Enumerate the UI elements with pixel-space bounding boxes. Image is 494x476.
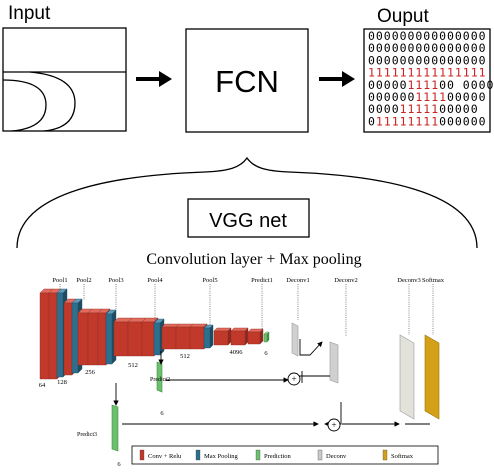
- fcn-label: FCN: [215, 64, 279, 99]
- svg-text:+: +: [291, 374, 296, 384]
- arrow-input-to-fcn: [136, 71, 172, 87]
- matrix-row: 00001111100000: [368, 102, 478, 116]
- fc-block-2: [230, 327, 249, 346]
- vgg-subtitle: Convolution layer + Max pooling: [146, 251, 361, 268]
- prediction-swatch: [255, 449, 261, 461]
- conv-relu-swatch: [139, 449, 145, 461]
- matrix-row: 000000000000000: [368, 41, 486, 55]
- matrix-row: 000000000000000: [368, 53, 486, 67]
- max-pooling-swatch: [195, 449, 201, 461]
- fc-block-3: [247, 328, 264, 345]
- top-label-predict1: Predict1: [251, 277, 273, 284]
- deconv2-block: [329, 341, 339, 384]
- dimension-labels: 64 128 256 512 512 4096 6 6 6: [39, 349, 269, 468]
- top-label-deconv3: Deconv3: [397, 277, 420, 284]
- deconv3-block: [399, 334, 415, 420]
- dim-label: 6: [264, 350, 268, 357]
- top-label-pool1: Pool1: [52, 277, 67, 284]
- vgg-net-box: VGG net: [187, 198, 310, 238]
- predict3-block: [111, 404, 119, 452]
- deconv1-block: [291, 322, 299, 357]
- input-image: [2, 27, 127, 132]
- vgg-net-label: VGG net: [209, 210, 287, 232]
- dim-label: 512: [180, 353, 190, 360]
- top-label-deconv1: Deconv1: [286, 277, 309, 284]
- top-label-deconv2: Deconv2: [334, 277, 357, 284]
- svg-text:+: +: [331, 420, 336, 430]
- dim-label: 512: [128, 362, 138, 369]
- top-label-pool3: Pool3: [108, 277, 123, 284]
- matrix-row: 111111111111111: [368, 66, 486, 80]
- legend-label: Prediction: [264, 453, 291, 460]
- fc-block-1: [213, 327, 232, 346]
- input-label: Input: [8, 3, 51, 24]
- matrix-row: 000000111100000: [368, 90, 486, 104]
- matrix-row: 00000111100 0000: [368, 78, 494, 92]
- fcn-box: FCN: [185, 28, 309, 133]
- top-label-softmax: Softmax: [422, 277, 445, 284]
- deconv-swatch: [317, 449, 323, 461]
- output-label: Ouput: [377, 6, 429, 27]
- legend-label: Softmax: [391, 453, 414, 460]
- sum-node-2: +: [327, 418, 341, 432]
- curly-brace: [16, 156, 478, 249]
- output-matrix: 0000000000000000000000000000000000000000…: [363, 28, 494, 133]
- softmax-swatch: [382, 449, 388, 461]
- dim-label: 256: [85, 369, 96, 376]
- predict1-block: [263, 331, 270, 343]
- predict3-label: Predict3: [77, 432, 97, 438]
- legend-label: Conv + Relu: [148, 453, 182, 460]
- dim-label: 4096: [230, 349, 244, 356]
- dim-label: 128: [57, 379, 67, 386]
- layer-stack: [39, 288, 440, 452]
- predict2-label: Predict2: [150, 377, 170, 383]
- legend: Conv + Relu Max Pooling Prediction Deconv So…: [131, 445, 439, 465]
- matrix-row: 000000000000000: [368, 29, 486, 43]
- dim-label: 6: [160, 410, 164, 417]
- top-label-pool4: Pool4: [147, 277, 163, 284]
- sum-node-1: +: [287, 372, 301, 386]
- pool-block-5: [203, 324, 214, 349]
- top-label-pool5: Pool5: [202, 277, 217, 284]
- legend-label: Max Pooling: [204, 453, 239, 460]
- top-layer-labels: Pool1 Pool2 Pool3 Pool4 Pool5 Predict1 Deconv1…: [52, 277, 445, 336]
- matrix-row: 011111111000000: [368, 114, 486, 128]
- legend-label: Deconv: [326, 453, 347, 460]
- dim-label: 6: [117, 461, 121, 468]
- arrow-fcn-to-output: [319, 71, 355, 87]
- softmax-block: [424, 334, 440, 420]
- top-label-pool2: Pool2: [76, 277, 91, 284]
- dim-label: 64: [39, 382, 46, 389]
